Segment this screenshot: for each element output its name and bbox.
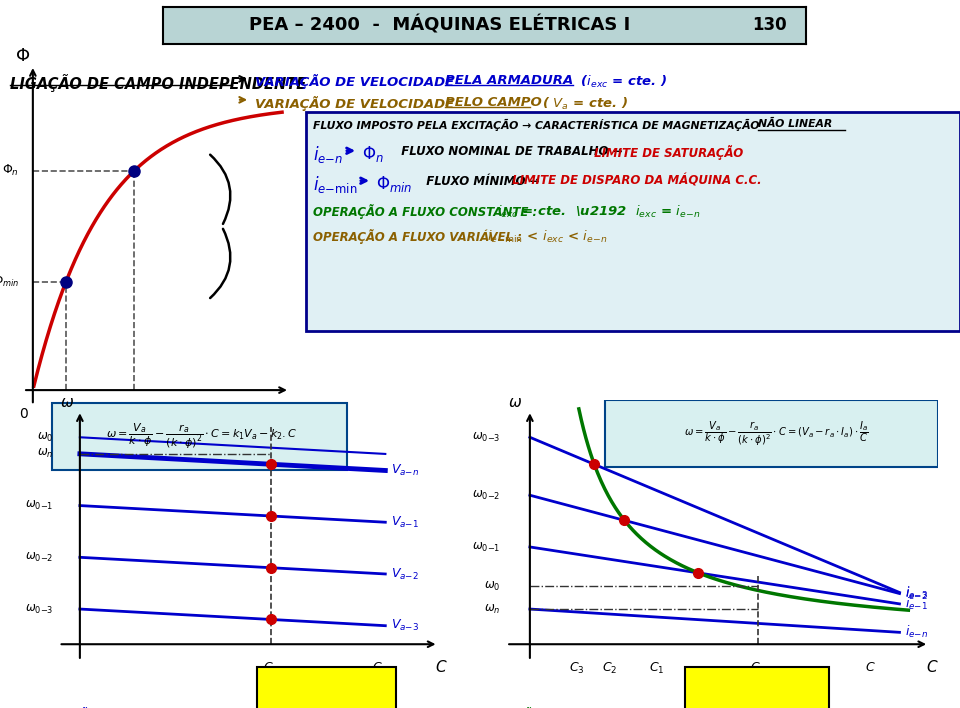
Text: VARIAÇÃO PELA ARMADURA:: VARIAÇÃO PELA ARMADURA: — [28, 707, 238, 708]
Text: $C_1$: $C_1$ — [649, 661, 664, 676]
Text: ( $V_a$ = cte. ): ( $V_a$ = cte. ) — [533, 96, 628, 112]
Text: $\omega = \dfrac{V_a}{k \cdot \phi} - \dfrac{r_a}{(k \cdot \phi)^2} \cdot C = k_: $\omega = \dfrac{V_a}{k \cdot \phi} - \d… — [106, 422, 297, 451]
Text: LIMITE DE SATURAÇÃO: LIMITE DE SATURAÇÃO — [590, 144, 743, 160]
Text: $C$: $C$ — [435, 658, 447, 675]
Text: OPERAÇÃO A FLUXO VARIÁVEL :: OPERAÇÃO A FLUXO VARIÁVEL : — [313, 229, 526, 244]
Text: $\Phi$: $\Phi$ — [14, 47, 30, 65]
Text: $C$: $C$ — [865, 661, 876, 674]
Text: LIGAÇÃO DE CAMPO INDEPENDENTE: LIGAÇÃO DE CAMPO INDEPENDENTE — [10, 74, 306, 92]
Text: $0$: $0$ — [19, 406, 29, 421]
Text: $\omega$: $\omega$ — [60, 395, 74, 411]
Text: $i_{e\mathrm{-}n}$: $i_{e\mathrm{-}n}$ — [313, 144, 343, 165]
Text: $C_2$: $C_2$ — [602, 661, 617, 676]
Text: $\Phi_n$: $\Phi_n$ — [362, 144, 384, 164]
Text: LIMITE DE DISPARO DA MÁQUINA C.C.: LIMITE DE DISPARO DA MÁQUINA C.C. — [508, 175, 761, 188]
Text: NÃO LINEAR: NÃO LINEAR — [758, 119, 832, 129]
Text: $C_n$: $C_n$ — [750, 661, 765, 676]
Text: VARIAÇÃO DE VELOCIDADE: VARIAÇÃO DE VELOCIDADE — [255, 96, 459, 111]
Text: $i_{exc}$ = cte.  \u2192  $i_{exc}$ = $i_{e\mathrm{-}n}$: $i_{exc}$ = cte. \u2192 $i_{exc}$ = $i_{… — [497, 204, 700, 219]
FancyBboxPatch shape — [606, 400, 938, 467]
Text: VARIAÇÃO PELO CAMPO :: VARIAÇÃO PELO CAMPO : — [472, 707, 657, 708]
Text: $\omega_0$: $\omega_0$ — [36, 430, 54, 444]
Text: $\omega_{0\mathrm{-}2}$: $\omega_{0\mathrm{-}2}$ — [25, 551, 54, 564]
Text: $i_{e\mathrm{-}1}$: $i_{e\mathrm{-}1}$ — [905, 596, 928, 612]
Text: $C_3$: $C_3$ — [569, 661, 585, 676]
Text: $C$: $C$ — [925, 658, 938, 675]
Text: $i_{e\mathrm{-min}}$ < $i_{exc}$ < $i_{e\mathrm{-}n}$: $i_{e\mathrm{-min}}$ < $i_{exc}$ < $i_{e… — [487, 229, 608, 245]
Text: $\Phi$ = cte.: $\Phi$ = cte. — [297, 707, 356, 708]
Text: OPERAÇÃO A FLUXO CONSTANTE :: OPERAÇÃO A FLUXO CONSTANTE : — [313, 204, 541, 219]
Text: ($i_{exc}$ = cte. ): ($i_{exc}$ = cte. ) — [576, 74, 667, 90]
Text: $\omega = \dfrac{V_a}{k \cdot \phi} - \dfrac{r_a}{(k \cdot \phi)^2} \cdot C = (V: $\omega = \dfrac{V_a}{k \cdot \phi} - \d… — [684, 419, 869, 448]
Text: $\omega_n$: $\omega_n$ — [36, 447, 54, 460]
Text: $i_{e\mathrm{-}3}$: $i_{e\mathrm{-}3}$ — [905, 584, 928, 600]
Text: $V_{a\mathrm{-}n}$: $V_{a\mathrm{-}n}$ — [391, 463, 419, 478]
FancyBboxPatch shape — [52, 403, 347, 470]
Text: $\Phi_n$: $\Phi_n$ — [2, 164, 19, 178]
Text: $\omega_{0\mathrm{-}3}$: $\omega_{0\mathrm{-}3}$ — [25, 603, 54, 615]
Text: $\omega_{0\mathrm{-}1}$: $\omega_{0\mathrm{-}1}$ — [25, 499, 54, 512]
Text: $i_{e\mathrm{-}2}$: $i_{e\mathrm{-}2}$ — [905, 586, 928, 602]
Text: $\omega_0$: $\omega_0$ — [484, 580, 500, 593]
Text: PELO CAMPO: PELO CAMPO — [445, 96, 541, 109]
Text: $i_{e\mathrm{-min}}$: $i_{e\mathrm{-min}}$ — [50, 411, 82, 427]
Text: $\omega_n$: $\omega_n$ — [484, 603, 500, 615]
Text: PELA ARMADURA: PELA ARMADURA — [445, 74, 573, 87]
Text: $\omega_{0\mathrm{-}2}$: $\omega_{0\mathrm{-}2}$ — [472, 489, 500, 502]
Text: $V_{a\mathrm{-}1}$: $V_{a\mathrm{-}1}$ — [391, 515, 419, 530]
Text: $i_{e\mathrm{-min}}$: $i_{e\mathrm{-min}}$ — [313, 173, 357, 195]
Text: $\omega$: $\omega$ — [508, 395, 522, 411]
Text: PEA – 2400  -  MÁQUINAS ELÉTRICAS I: PEA – 2400 - MÁQUINAS ELÉTRICAS I — [250, 16, 631, 35]
Text: $V_{a\mathrm{-}3}$: $V_{a\mathrm{-}3}$ — [391, 618, 419, 633]
Text: $i_{e\mathrm{-}n}$: $i_{e\mathrm{-}n}$ — [123, 411, 145, 427]
Text: $\Phi_{min}$: $\Phi_{min}$ — [376, 173, 413, 194]
Text: FLUXO MÍNIMO →: FLUXO MÍNIMO → — [418, 175, 543, 188]
Text: $V_a$ = cte.: $V_a$ = cte. — [725, 707, 789, 708]
Text: $V_{a\mathrm{-}2}$: $V_{a\mathrm{-}2}$ — [391, 566, 419, 581]
Text: $\omega_{0\mathrm{-}1}$: $\omega_{0\mathrm{-}1}$ — [472, 540, 500, 554]
FancyBboxPatch shape — [306, 112, 960, 331]
Text: $\omega_{0\mathrm{-}3}$: $\omega_{0\mathrm{-}3}$ — [471, 430, 500, 444]
Text: $i_{e\mathrm{-}n}$: $i_{e\mathrm{-}n}$ — [905, 624, 928, 640]
Text: 130: 130 — [753, 16, 787, 35]
Text: FLUXO NOMINAL DE TRABALHO →: FLUXO NOMINAL DE TRABALHO → — [393, 144, 627, 158]
Text: VARIAÇÃO DE VELOCIDADE: VARIAÇÃO DE VELOCIDADE — [255, 74, 459, 89]
Text: $i_{exc}$: $i_{exc}$ — [278, 410, 301, 427]
Text: $\Phi_{min}$: $\Phi_{min}$ — [0, 274, 19, 290]
Text: $C$: $C$ — [372, 661, 383, 674]
Text: FLUXO IMPOSTO PELA EXCITAÇÃO → CARACTERÍSTICA DE MAGNETIZAÇÃO: FLUXO IMPOSTO PELA EXCITAÇÃO → CARACTERÍ… — [313, 119, 763, 131]
Text: $C_n$: $C_n$ — [263, 661, 279, 676]
